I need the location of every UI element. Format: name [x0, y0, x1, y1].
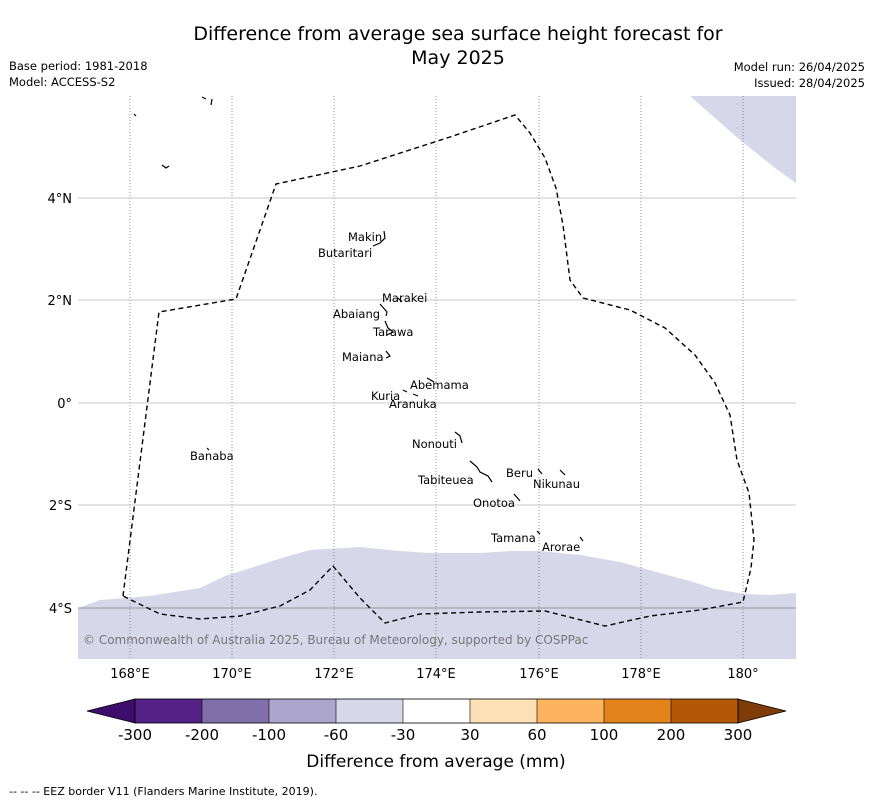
lat-tick-label: 0°	[57, 397, 72, 412]
lat-tick-label: 4°S	[49, 602, 72, 617]
island-label: Tabiteuea	[417, 473, 474, 487]
lat-tick-label: 4°N	[48, 192, 73, 207]
island-label: Tarawa	[372, 325, 413, 339]
island-label: Maiana	[342, 350, 384, 364]
colorbar-label: -100	[252, 726, 286, 744]
colorbar-outline	[134, 698, 739, 724]
colorbar-extend-low	[86, 698, 136, 724]
colorbar-swatch	[671, 699, 738, 723]
colorbar-swatch	[604, 699, 671, 723]
colorbar-swatch	[403, 699, 470, 723]
island-label: Nonouti	[412, 437, 457, 451]
island-label: Tamana	[490, 531, 536, 545]
lon-tick-label: 172°E	[314, 667, 354, 682]
colorbar-swatch	[202, 699, 269, 723]
island-label: Abemama	[410, 378, 469, 392]
title-line-1: Difference from average sea surface heig…	[193, 23, 723, 45]
colorbar-label: 30	[460, 726, 479, 744]
lat-tick-label: 2°N	[48, 294, 73, 309]
colorbar-label: -60	[324, 726, 349, 744]
meta-left: Base period: 1981-2018 Model: ACCESS-S2	[9, 58, 148, 90]
latitude-tick-labels: 4°N 2°N 0° 2°S 4°S	[48, 192, 73, 617]
colorbar-label: 60	[527, 726, 546, 744]
island-label: Banaba	[190, 449, 234, 463]
island-label: Beru	[506, 466, 533, 480]
colorbar-extend-high	[737, 698, 787, 724]
colorbar-label: -300	[118, 726, 152, 744]
colorbar-label: 300	[724, 726, 753, 744]
lon-tick-label: 176°E	[519, 667, 559, 682]
colorbar-label: 100	[590, 726, 619, 744]
copyright-notice: © Commonwealth of Australia 2025, Bureau…	[83, 633, 588, 647]
island-label: Kuria	[371, 389, 400, 403]
island-label: Nikunau	[533, 477, 580, 491]
colorbar-swatch	[470, 699, 537, 723]
shaded-region-northeast	[690, 96, 796, 183]
colorbar-label: 200	[657, 726, 686, 744]
island-label: Onotoa	[473, 496, 515, 510]
island-label: Arorae	[542, 540, 580, 554]
footer-note: -- -- -- EEZ border V11 (Flanders Marine…	[9, 785, 318, 798]
island-label: Aranuka	[389, 397, 437, 411]
lon-tick-label: 180°	[727, 667, 758, 682]
island-labels: Makin Butaritari Marakei Abaiang Tarawa …	[190, 230, 580, 554]
lon-tick-label: 178°E	[621, 667, 661, 682]
lon-tick-label: 174°E	[416, 667, 456, 682]
eez-border	[122, 114, 755, 627]
island-label: Abaiang	[333, 307, 380, 321]
colorbar-label: -200	[185, 726, 219, 744]
shaded-region-south	[78, 547, 796, 659]
lon-tick-label: 170°E	[212, 667, 252, 682]
longitude-gridlines	[129, 96, 744, 659]
colorbar-swatch	[537, 699, 604, 723]
title-line-2: May 2025	[411, 47, 505, 69]
island-shapes	[133, 96, 584, 542]
island-label: Marakei	[382, 291, 427, 305]
model-name: Model: ACCESS-S2	[9, 75, 116, 89]
lon-tick-label: 168°E	[110, 667, 150, 682]
colorbar-swatch	[336, 699, 403, 723]
map-area: Makin Butaritari Marakei Abaiang Tarawa …	[78, 96, 796, 659]
model-run: Model run: 26/04/2025	[733, 60, 865, 74]
island-label: Makin	[348, 230, 382, 244]
longitude-tick-labels: 168°E 170°E 172°E 174°E 176°E 178°E 180°	[110, 667, 758, 682]
base-period: Base period: 1981-2018	[9, 59, 148, 73]
issued-date: Issued: 28/04/2025	[754, 76, 865, 90]
colorbar-swatch	[135, 699, 202, 723]
map-title: Difference from average sea surface heig…	[120, 22, 796, 70]
colorbar-title: Difference from average (mm)	[306, 752, 565, 772]
meta-right: Model run: 26/04/2025 Issued: 28/04/2025	[734, 59, 865, 91]
island-label: Butaritari	[318, 246, 372, 260]
lat-tick-label: 2°S	[49, 499, 72, 514]
latitude-gridlines	[78, 197, 796, 609]
colorbar-label: -30	[391, 726, 416, 744]
colorbar-swatch	[269, 699, 336, 723]
colorbar: -300 -200 -100 -60 -30 30 60 100 200 300…	[86, 698, 787, 772]
